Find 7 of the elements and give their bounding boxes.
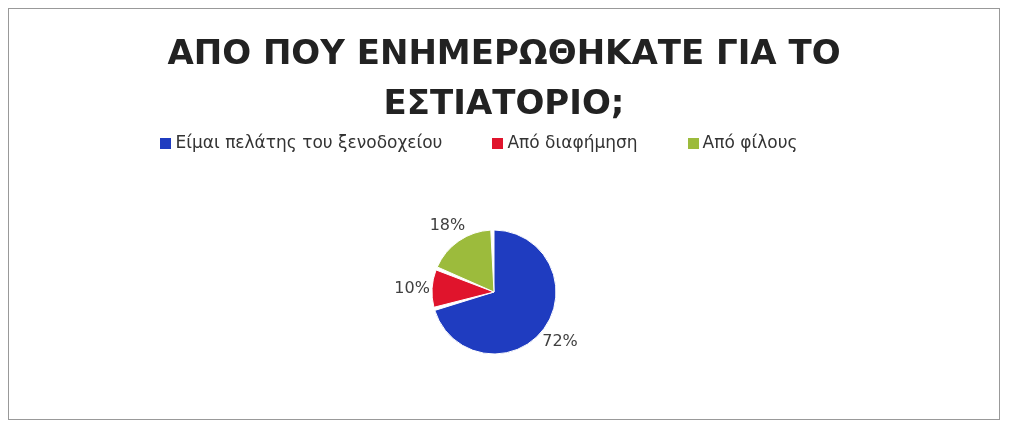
legend-label: Είμαι πελάτης του ξενοδοχείου <box>175 132 443 152</box>
legend-label: Από φίλους <box>702 132 798 152</box>
data-label: 18% <box>429 214 466 234</box>
legend-label: Από διαφήμηση <box>507 132 638 152</box>
chart-title: ΑΠΟ ΠΟΥ ΕΝΗΜΕΡΩΘΗΚΑΤΕ ΓΙΑ ΤΟ ΕΣΤΙΑΤΟΡΙΟ; <box>166 31 842 124</box>
data-label: 10% <box>394 277 430 297</box>
data-label: 72% <box>542 331 578 351</box>
